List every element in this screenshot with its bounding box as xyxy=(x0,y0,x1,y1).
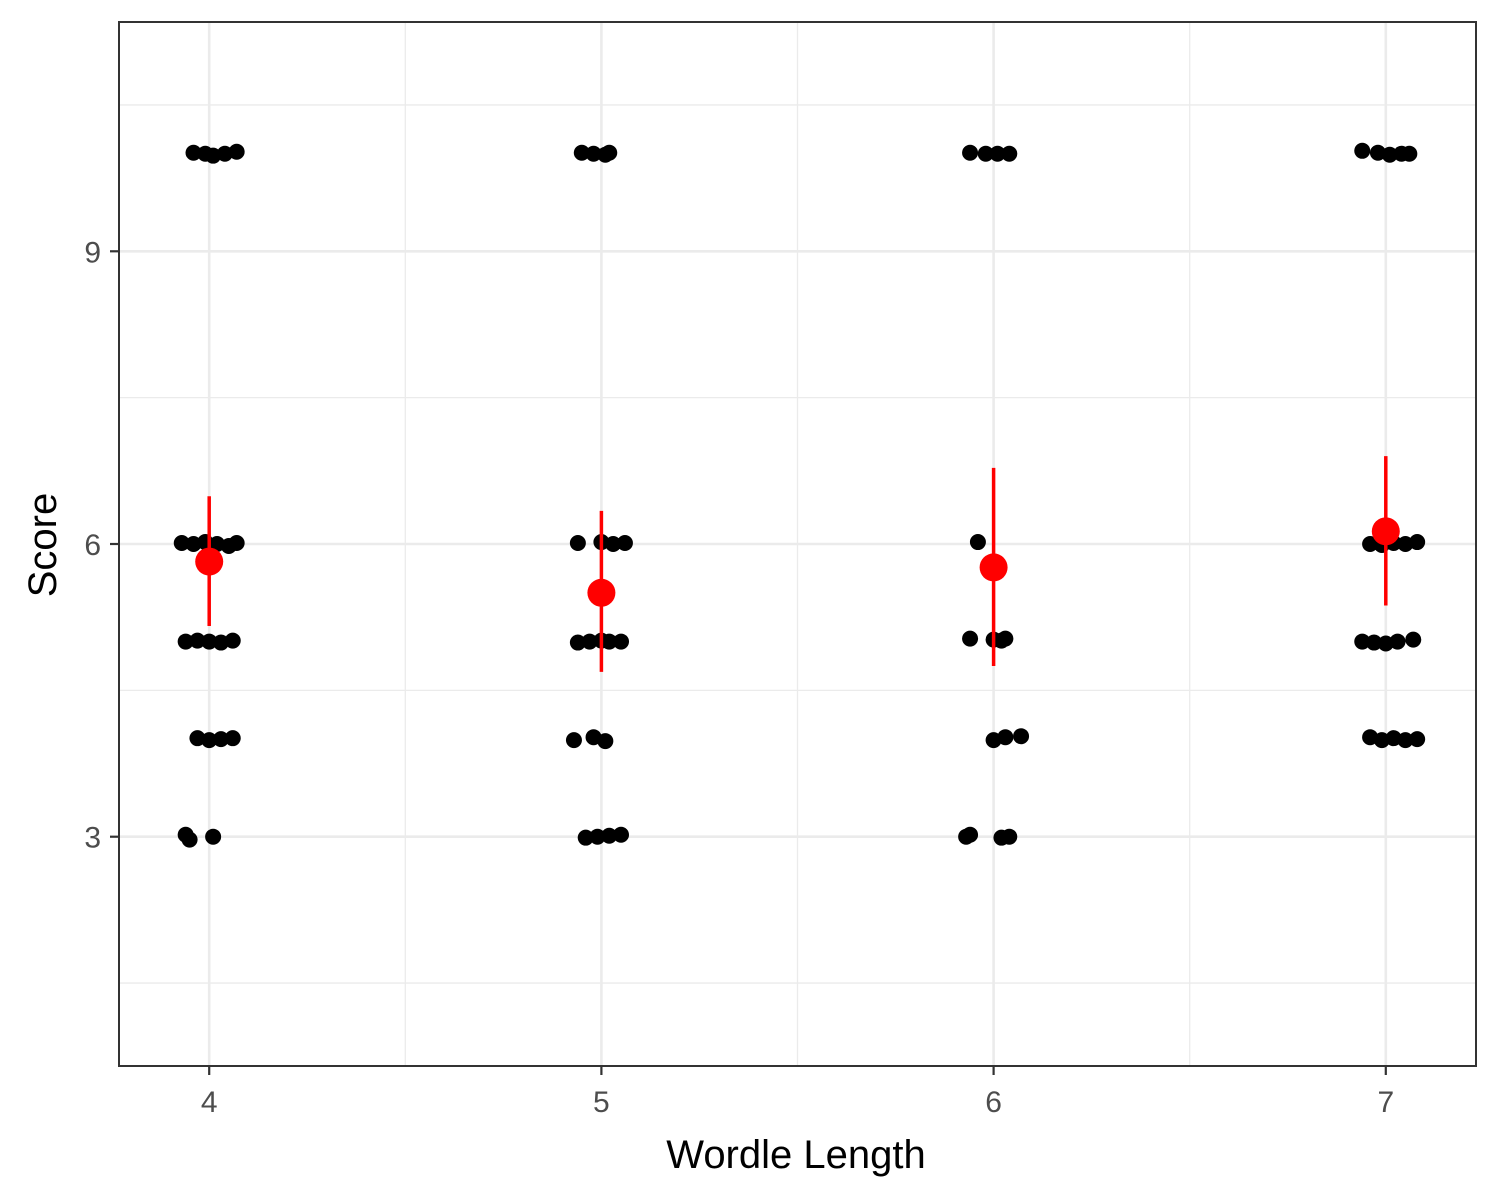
data-point xyxy=(601,827,618,844)
mean-point xyxy=(1371,517,1400,546)
data-point xyxy=(616,535,633,552)
data-point xyxy=(569,634,586,651)
y-axis-title: Score xyxy=(21,493,65,598)
y-tick-label: 3 xyxy=(84,822,101,855)
data-point xyxy=(185,536,202,552)
data-point xyxy=(1354,142,1371,159)
data-point xyxy=(601,633,618,650)
data-point xyxy=(189,632,206,649)
data-point xyxy=(605,536,622,552)
data-point xyxy=(1409,534,1426,551)
data-point xyxy=(989,145,1006,162)
data-point xyxy=(181,831,198,848)
data-point xyxy=(1354,633,1371,650)
data-point xyxy=(201,633,218,650)
grid-minor xyxy=(119,22,1476,1066)
data-point xyxy=(601,144,618,161)
data-point xyxy=(205,828,222,845)
data-point xyxy=(212,731,229,748)
data-point xyxy=(597,733,614,750)
data-point xyxy=(1013,728,1030,745)
data-point xyxy=(173,535,190,552)
data-point xyxy=(1362,536,1379,552)
data-point xyxy=(228,535,245,552)
data-point xyxy=(573,144,590,161)
data-point xyxy=(1381,146,1398,163)
data-point xyxy=(1385,730,1402,747)
data-point xyxy=(1373,732,1390,749)
data-point xyxy=(228,143,245,160)
data-point xyxy=(969,534,986,551)
data-point xyxy=(201,732,218,749)
data-point xyxy=(1389,633,1406,650)
data-point xyxy=(212,634,229,651)
data-point xyxy=(189,730,206,747)
x-tick-label: 5 xyxy=(593,1086,610,1119)
x-axis-ticks: 4 5 6 7 xyxy=(201,1066,1394,1119)
data-point xyxy=(1397,732,1414,749)
data-point xyxy=(1369,144,1386,161)
data-point xyxy=(589,828,606,845)
data-point xyxy=(962,144,979,161)
y-tick-label: 9 xyxy=(84,236,101,269)
data-point xyxy=(962,826,979,843)
data-point xyxy=(185,144,202,161)
data-point xyxy=(1409,731,1426,748)
mean-point xyxy=(195,547,224,576)
data-point xyxy=(997,630,1014,647)
data-point xyxy=(962,630,979,647)
data-point xyxy=(1377,635,1394,652)
data-point xyxy=(224,632,241,649)
y-axis-ticks: 3 6 9 xyxy=(84,236,119,855)
data-point xyxy=(613,826,630,843)
data-point xyxy=(585,145,602,162)
data-point xyxy=(1405,631,1422,648)
summary-points xyxy=(195,456,1400,672)
data-point xyxy=(569,535,586,552)
x-tick-label: 6 xyxy=(985,1086,1002,1119)
data-point xyxy=(977,145,994,162)
data-point xyxy=(177,633,194,650)
x-axis-title: Wordle Length xyxy=(666,1133,925,1177)
data-point xyxy=(216,145,233,162)
data-point xyxy=(224,730,241,747)
y-tick-label: 6 xyxy=(84,529,101,562)
data-point xyxy=(581,633,598,650)
data-point xyxy=(209,536,226,552)
data-point xyxy=(613,633,630,650)
data-point xyxy=(1366,634,1383,651)
data-point xyxy=(1397,536,1414,552)
data-point xyxy=(1001,145,1018,162)
x-tick-label: 4 xyxy=(201,1086,218,1119)
x-tick-label: 7 xyxy=(1377,1086,1394,1119)
mean-point xyxy=(587,578,616,607)
data-point xyxy=(205,147,222,164)
data-point xyxy=(1001,828,1018,845)
mean-point xyxy=(979,553,1008,582)
data-point xyxy=(1401,145,1418,162)
data-point xyxy=(997,729,1014,746)
data-point xyxy=(577,829,594,846)
data-point xyxy=(565,732,582,749)
